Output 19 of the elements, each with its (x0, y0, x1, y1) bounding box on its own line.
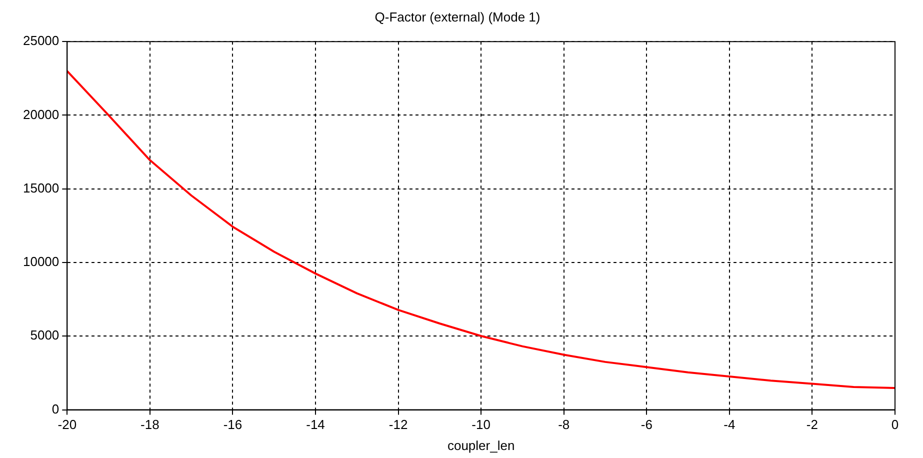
x-tick-label: -8 (558, 417, 570, 432)
y-tick-label: 5000 (30, 328, 60, 343)
x-tick-label: -6 (640, 417, 652, 432)
x-tick-label: -4 (724, 417, 736, 432)
y-tick-label: 10000 (22, 254, 60, 270)
x-tick-label: -12 (388, 417, 408, 432)
x-tick-label: -18 (140, 417, 160, 432)
y-tick-label: 25000 (22, 33, 60, 48)
x-tick-label: -20 (58, 417, 77, 432)
x-axis-title: coupler_len (447, 438, 515, 453)
x-tick-label: -10 (472, 417, 490, 432)
chart-title: Q-Factor (external) (Mode 1) (374, 9, 540, 24)
y-tick-label: 0 (52, 401, 60, 416)
x-tick-label: -16 (223, 417, 242, 432)
x-tick-label: -2 (806, 417, 818, 432)
y-tick-label: 20000 (22, 106, 60, 122)
y-tick-label: 15000 (22, 180, 60, 196)
x-tick-label: -14 (306, 417, 325, 432)
x-tick-label: 0 (891, 417, 899, 432)
